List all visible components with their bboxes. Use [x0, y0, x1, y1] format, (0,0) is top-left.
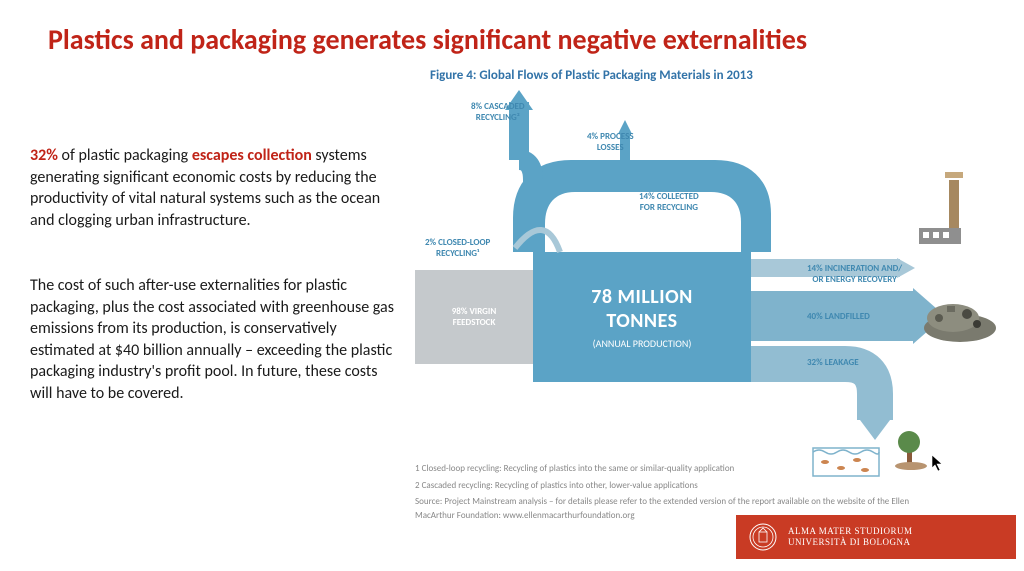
- label-cascaded: 8% CASCADED RECYCLING²: [471, 102, 525, 124]
- footer-text: ALMA MATER STUDIORUM UNIVERSITÀ DI BOLOG…: [788, 526, 913, 548]
- landfill-icon: [923, 288, 997, 342]
- sankey-diagram: 98% VIRGIN FEEDSTOCK 78 MILLION TONNES (…: [415, 90, 1005, 460]
- label-collected: 14% COLLECTED FOR RECYCLING: [639, 192, 699, 214]
- university-crest-icon: [748, 522, 778, 552]
- body-paragraph-2: The cost of such after-use externalities…: [30, 275, 400, 405]
- label-losses: 4% PROCESS LOSSES: [587, 132, 634, 154]
- figure-caption: Figure 4: Global Flows of Plastic Packag…: [430, 68, 753, 83]
- body-paragraph-1: 32% of plastic packaging escapes collect…: [30, 145, 400, 231]
- flow-arrows-svg: [415, 90, 1005, 460]
- label-incineration: 14% INCINERATION AND/ OR ENERGY RECOVERY: [807, 264, 902, 286]
- body-run-1: of plastic packaging: [58, 146, 192, 165]
- label-landfill: 40% LANDFILLED: [807, 312, 870, 323]
- footer-line1: ALMA MATER STUDIORUM: [788, 526, 913, 537]
- highlight-percent: 32%: [30, 146, 58, 165]
- label-closed-loop: 2% CLOSED-LOOP RECYCLING¹: [425, 238, 490, 260]
- factory-icon: [915, 170, 973, 250]
- footnote-2: 2 Cascaded recycling: Recycling of plast…: [415, 479, 935, 493]
- slide-title: Plastics and packaging generates signifi…: [48, 22, 807, 57]
- flow-leakage: [751, 364, 875, 420]
- highlight-escapes: escapes collection: [192, 146, 312, 165]
- footnote-1: 1 Closed-loop recycling: Recycling of pl…: [415, 462, 935, 476]
- label-leakage: 32% LEAKAGE: [807, 358, 859, 369]
- footer-banner: ALMA MATER STUDIORUM UNIVERSITÀ DI BOLOG…: [736, 515, 1016, 559]
- footer-line2: UNIVERSITÀ DI BOLOGNA: [788, 537, 913, 548]
